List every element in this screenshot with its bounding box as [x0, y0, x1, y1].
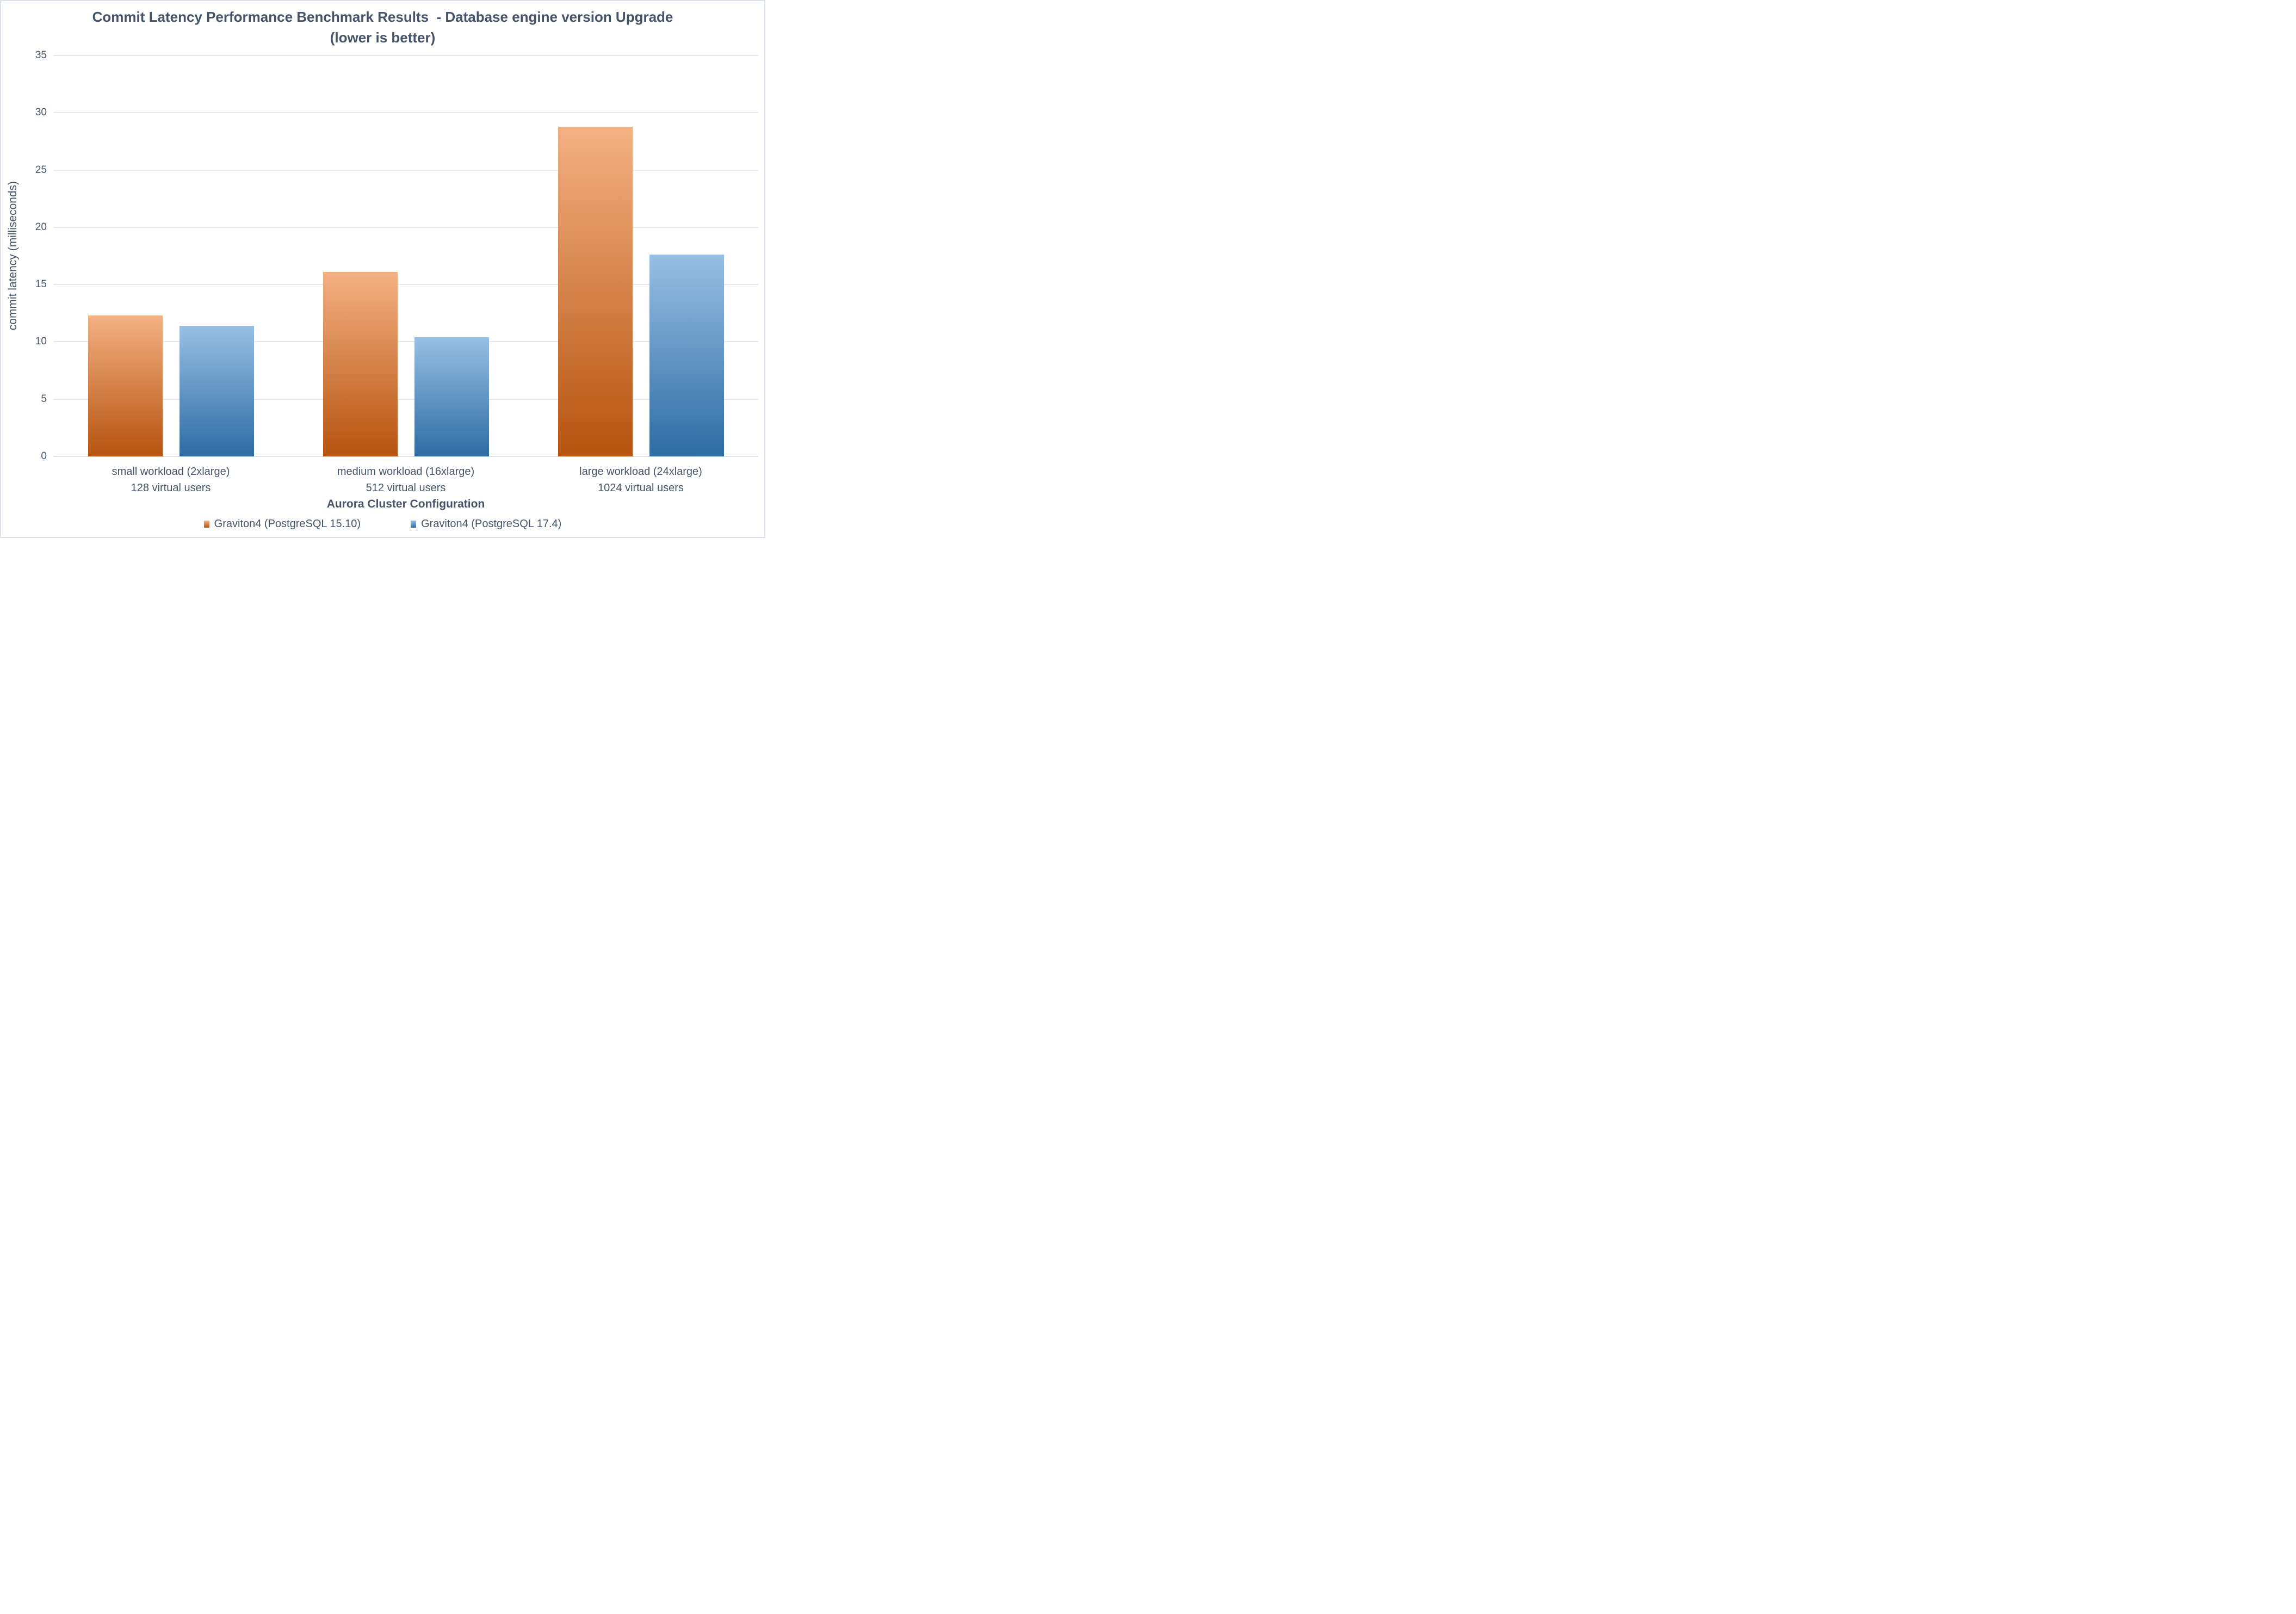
- category-label-1-line2: 128 virtual users: [131, 482, 211, 494]
- bar-series2-group1: [179, 325, 254, 456]
- category-label-3-line1: large workload (24xlarge): [579, 466, 702, 478]
- legend-label-1: Graviton4 (PostgreSQL 15.10): [214, 518, 361, 530]
- y-tick-label-0: 0: [41, 450, 47, 462]
- gridline-y-30: [53, 112, 758, 114]
- gridline-y-15: [53, 284, 758, 286]
- category-label-3-line2: 1024 virtual users: [598, 482, 684, 494]
- bar-series2-group3: [649, 255, 724, 456]
- legend-item-2: Graviton4 (PostgreSQL 17.4): [411, 518, 561, 530]
- legend: Graviton4 (PostgreSQL 15.10) Graviton4 (P…: [1, 518, 764, 530]
- category-label-2-line1: medium workload (16xlarge): [337, 466, 475, 478]
- y-tick-label-35: 35: [35, 50, 47, 61]
- bar-series1-group1: [88, 316, 163, 456]
- category-label-2-line2: 512 virtual users: [366, 482, 446, 494]
- legend-label-2: Graviton4 (PostgreSQL 17.4): [421, 518, 562, 530]
- bar-series1-group2: [323, 271, 398, 456]
- gridline-y-20: [53, 226, 758, 228]
- bar-series1-group3: [558, 126, 633, 456]
- bar-group-2: [288, 55, 523, 456]
- y-tick-label-10: 10: [35, 336, 47, 348]
- category-label-1: small workload (2xlarge) 128 virtual user…: [53, 463, 288, 496]
- bar-group-3: [523, 55, 758, 456]
- category-label-3: large workload (24xlarge) 1024 virtual us…: [523, 463, 758, 496]
- legend-swatch-1: [203, 521, 209, 528]
- gridline-y-5: [53, 398, 758, 400]
- chart-title-line2: (lower is better): [330, 29, 436, 46]
- gridline-y-35: [53, 55, 758, 56]
- gridline-y-25: [53, 169, 758, 171]
- y-tick-label-25: 25: [35, 164, 47, 176]
- chart-title: Commit Latency Performance Benchmark Res…: [1, 7, 764, 48]
- legend-item-1: Graviton4 (PostgreSQL 15.10): [203, 518, 361, 530]
- y-tick-label-15: 15: [35, 279, 47, 290]
- bar-series2-group2: [414, 337, 489, 456]
- chart-page: Commit Latency Performance Benchmark Res…: [0, 0, 765, 538]
- x-axis-title: Aurora Cluster Configuration: [326, 498, 485, 510]
- y-tick-label-20: 20: [35, 221, 47, 233]
- category-label-2: medium workload (16xlarge) 512 virtual us…: [288, 463, 523, 496]
- gridline-y-10: [53, 341, 758, 343]
- category-label-1-line1: small workload (2xlarge): [112, 466, 230, 478]
- plot-area: 0 5 10 15 20 25 30 35: [35, 50, 758, 461]
- legend-swatch-2: [411, 521, 417, 528]
- y-tick-label-30: 30: [35, 107, 47, 119]
- y-tick-label-5: 5: [41, 393, 47, 405]
- bar-group-1: [53, 55, 288, 456]
- gridline-y-0: [53, 456, 758, 457]
- y-axis-title: commit latency (milliseconds): [7, 181, 19, 331]
- x-axis-category-labels: small workload (2xlarge) 128 virtual user…: [53, 463, 758, 496]
- bars-layer: [53, 55, 758, 456]
- chart-title-line1: Commit Latency Performance Benchmark Res…: [92, 9, 673, 25]
